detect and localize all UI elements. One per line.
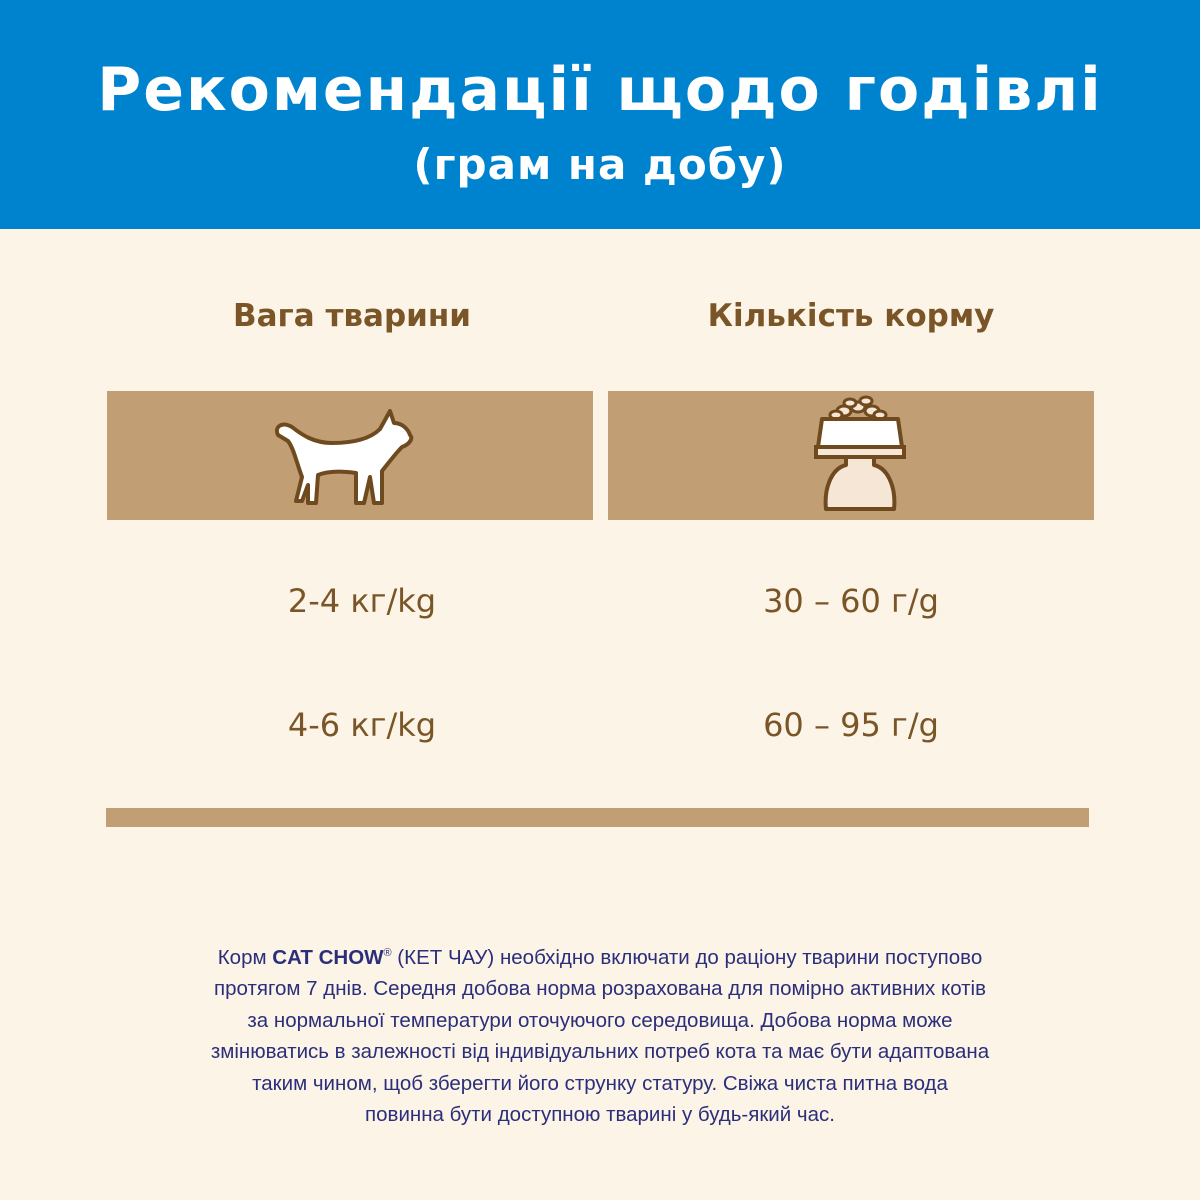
note-line-5: таким чином, щоб зберегти його струнку с…	[252, 1071, 948, 1095]
column-header-amount: Кількість корму	[707, 298, 995, 334]
note-line-4: змінюватись в залежності від індивідуаль…	[210, 1040, 990, 1064]
note-line-6: повинна бути доступною тварині у будь-як…	[365, 1103, 835, 1127]
cat-icon	[275, 409, 414, 505]
table-bottom-rule	[106, 808, 1089, 827]
amount-value-row-2: 60 – 95 г/g	[763, 706, 939, 744]
header-banner: Рекомендації щодо годівлі (грам на добу)	[0, 0, 1200, 229]
note-prefix: Корм	[217, 945, 273, 969]
weight-value-row-2: 4-6 кг/kg	[287, 706, 437, 744]
note-line-3: за нормальної температури оточуючого сер…	[247, 1008, 953, 1032]
weight-icon-band	[107, 391, 593, 520]
feeding-note: Корм CAT CHOW® (КЕТ ЧАУ) необхідно включ…	[60, 938, 1140, 1131]
registered-mark: ®	[383, 947, 392, 959]
page-title: Рекомендації щодо годівлі	[97, 55, 1103, 125]
amount-icon-band	[608, 391, 1094, 520]
note-line-2: протягом 7 днів. Середня добова норма ро…	[214, 977, 986, 1001]
page-subtitle: (грам на добу)	[413, 140, 787, 189]
note-line-1: Корм CAT CHOW® (КЕТ ЧАУ) необхідно включ…	[60, 938, 1140, 973]
brand-name: CAT CHOW	[272, 945, 384, 969]
amount-value-row-1: 30 – 60 г/g	[763, 582, 939, 620]
column-header-weight: Вага тварини	[232, 298, 471, 334]
weight-value-row-1: 2-4 кг/kg	[287, 582, 437, 620]
food-bowl-icon	[814, 395, 906, 511]
note-line-1-rest: (КЕТ ЧАУ) необхідно включати до раціону …	[391, 945, 983, 969]
